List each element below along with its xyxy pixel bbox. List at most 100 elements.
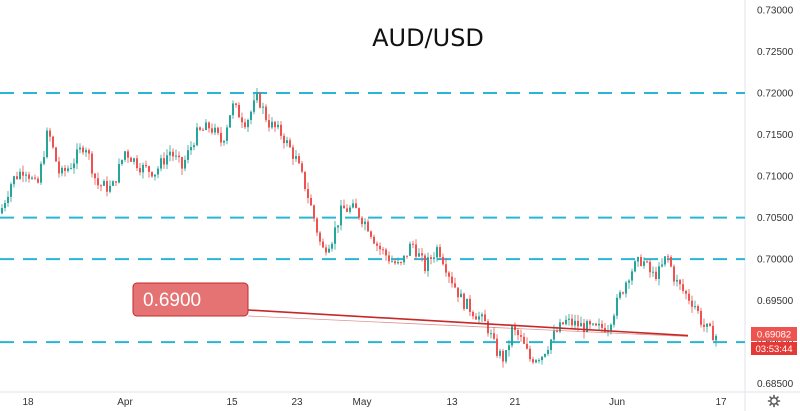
candle-body	[331, 243, 333, 249]
candle-body	[64, 167, 66, 171]
candle-body	[685, 290, 687, 294]
candle-body	[658, 266, 660, 279]
candle-body	[289, 140, 291, 148]
candle-body	[415, 244, 417, 257]
candle-body	[115, 181, 117, 183]
gear-icon[interactable]	[767, 394, 781, 408]
candle-body	[343, 205, 345, 209]
candle-body	[673, 266, 675, 282]
candle-body	[610, 324, 612, 331]
candle-body	[97, 178, 99, 186]
candle-body	[67, 168, 69, 171]
candle-body	[310, 197, 312, 206]
x-tick-label: 13	[446, 397, 458, 408]
candle-body	[169, 151, 171, 156]
candle-body	[628, 280, 630, 283]
candle-body	[157, 168, 159, 175]
candle-body	[91, 153, 93, 174]
candle-body	[529, 348, 531, 360]
candle-body	[478, 316, 480, 320]
candle-body	[424, 255, 426, 272]
x-axis-ticks: 18 Apr 15 23 May 13 21 Jun 17	[22, 397, 727, 408]
candle-body	[664, 256, 666, 265]
candle-body	[694, 306, 696, 308]
y-tick-label: 0.69500	[757, 296, 794, 307]
candle-body	[214, 127, 216, 133]
candle-body	[19, 171, 21, 179]
candle-body	[154, 174, 156, 177]
candle-body	[304, 171, 306, 190]
candle-body	[553, 330, 555, 340]
candle-body	[523, 336, 525, 344]
candle-body	[211, 128, 213, 133]
candle-body	[457, 287, 459, 298]
candle-body	[595, 323, 597, 326]
candle-body	[100, 185, 102, 187]
candle-body	[244, 122, 246, 128]
x-tick-label: 17	[715, 397, 727, 408]
candle-body	[112, 181, 114, 186]
candle-body	[109, 185, 111, 192]
x-tick-label: 23	[291, 397, 303, 408]
candle-body	[25, 174, 27, 176]
candle-body	[676, 279, 678, 282]
candle-body	[235, 103, 237, 105]
price-badge-bg	[751, 327, 797, 341]
candle-body	[451, 276, 453, 284]
candle-body	[37, 178, 39, 183]
candle-body	[328, 248, 330, 253]
candle-body	[94, 173, 96, 179]
candle-body	[499, 350, 501, 356]
x-tick-label: Jun	[609, 397, 625, 408]
candle-body	[601, 323, 603, 328]
candle-body	[670, 257, 672, 267]
candle-body	[136, 158, 138, 169]
candle-body	[22, 171, 24, 176]
candle-body	[73, 163, 75, 169]
candle-body	[340, 205, 342, 226]
candle-body	[178, 155, 180, 158]
y-tick-label: 0.72500	[757, 47, 794, 58]
candle-body	[427, 257, 429, 272]
candle-body	[622, 292, 624, 294]
candle-body	[325, 247, 327, 253]
candle-body	[568, 318, 570, 320]
candle-body	[61, 167, 63, 174]
candle-body	[589, 321, 591, 325]
candle-body	[337, 225, 339, 228]
candle-body	[271, 121, 273, 128]
candle-body	[121, 159, 123, 165]
candle-body	[241, 117, 243, 123]
candle-body	[508, 345, 510, 351]
candle-body	[604, 327, 606, 332]
candle-body	[700, 310, 702, 325]
candle-body	[277, 124, 279, 128]
candle-body	[574, 320, 576, 326]
candle-body	[619, 292, 621, 298]
candle-body	[598, 323, 600, 326]
countdown-label: 03:53:44	[756, 344, 793, 355]
candle-body	[46, 130, 48, 158]
candle-body	[220, 132, 222, 143]
candle-body	[265, 106, 267, 121]
candle-body	[544, 353, 546, 357]
candle-body	[319, 232, 321, 242]
candle-body	[562, 322, 564, 325]
annotation-callout[interactable]: 0.6900	[132, 282, 249, 317]
candle-body	[703, 324, 705, 327]
candle-body	[490, 333, 492, 335]
candle-body	[409, 243, 411, 256]
candle-body	[538, 360, 540, 362]
y-tick-label: 0.68500	[757, 379, 794, 390]
candle-body	[82, 147, 84, 153]
candle-body	[349, 207, 351, 212]
x-tick-label: 18	[22, 397, 34, 408]
callout-box	[132, 282, 249, 317]
trendline[interactable]	[247, 309, 689, 337]
candle-body	[199, 127, 201, 130]
candle-body	[433, 257, 435, 259]
last-price-label: 0.69082	[757, 330, 791, 341]
candle-body	[226, 127, 228, 141]
candle-body	[208, 122, 210, 129]
